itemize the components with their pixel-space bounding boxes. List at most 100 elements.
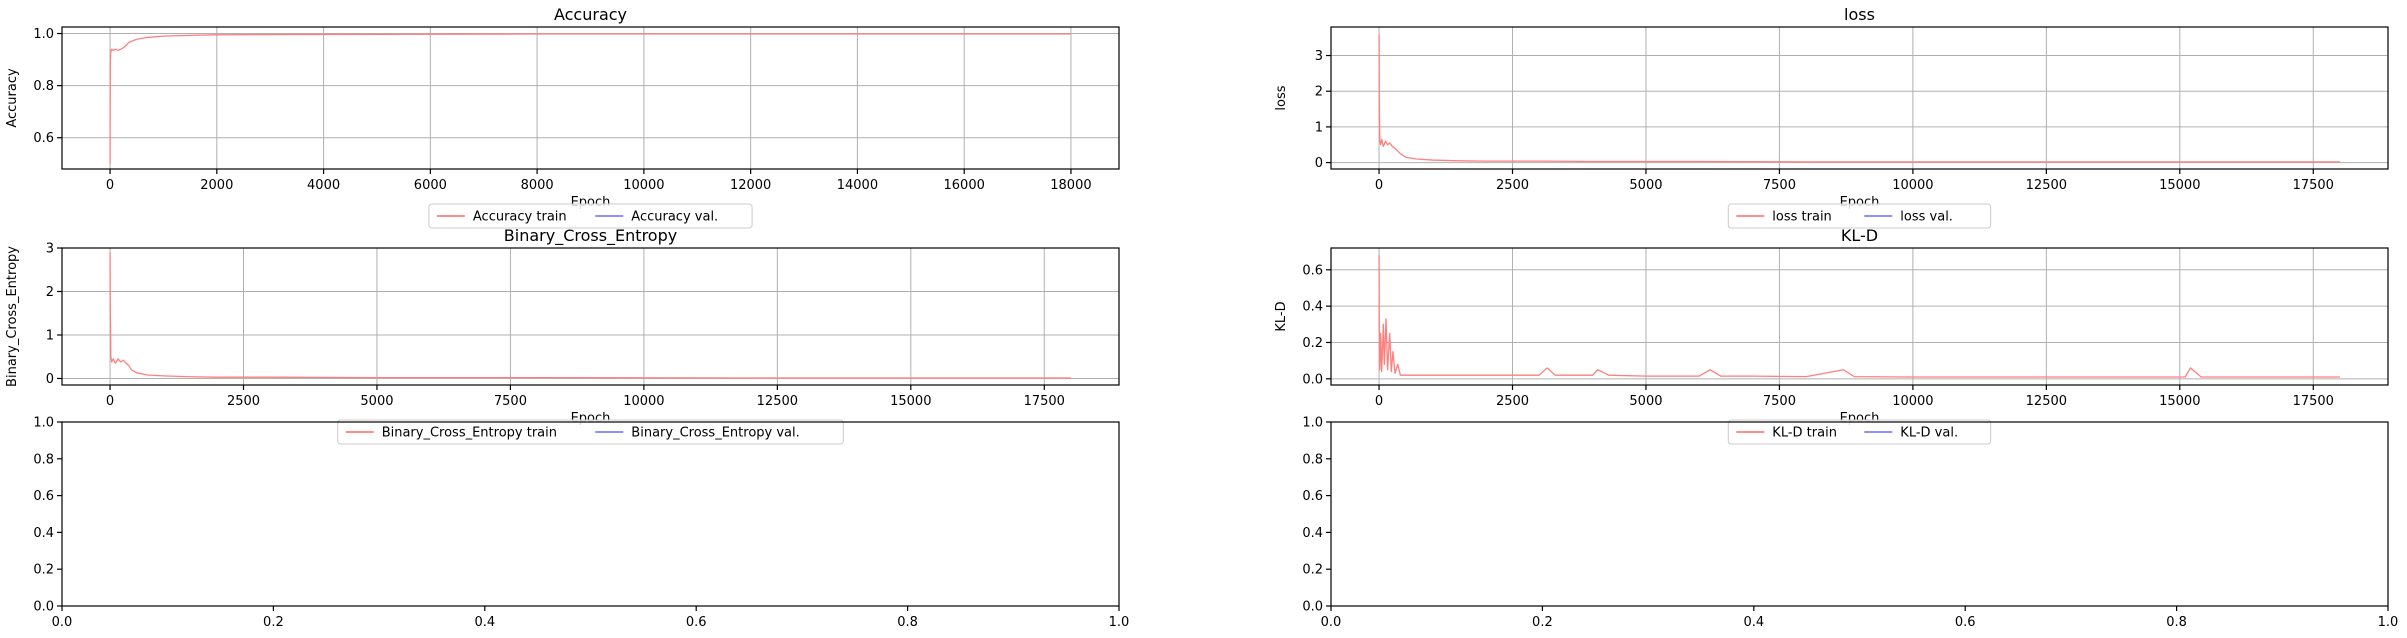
y-tick-label: 0.0 bbox=[1302, 600, 1323, 615]
legend-box bbox=[428, 203, 753, 229]
y-tick-label: 0.4 bbox=[1302, 300, 1323, 315]
x-tick-label: 10000 bbox=[1892, 178, 1933, 193]
x-tick-label: 1.0 bbox=[1109, 615, 1130, 630]
legend-box bbox=[337, 419, 844, 445]
x-tick-label: 10000 bbox=[1892, 394, 1933, 409]
y-axis-label: Binary_Cross_Entropy bbox=[5, 246, 20, 387]
y-axis-label: Accuracy bbox=[5, 68, 20, 128]
legend-label-train: Binary_Cross_Entropy train bbox=[382, 426, 557, 441]
axes-frame bbox=[1330, 247, 2389, 386]
x-tick-label: 0.4 bbox=[1743, 615, 1764, 630]
chart-panel-bce: 0 2500 5000 7500 10000 12500 15000 17500 0 1 2 3 Bin… bbox=[5, 226, 1120, 445]
legend-label-val: loss val. bbox=[1900, 210, 1953, 225]
x-tick-label: 10000 bbox=[623, 178, 664, 193]
y-tick-label: 0.2 bbox=[1302, 563, 1323, 578]
axes-frame bbox=[1330, 26, 2389, 170]
y-tick-label: 0.0 bbox=[33, 600, 54, 615]
legend-box bbox=[1727, 419, 1992, 445]
y-tick-label: 1.0 bbox=[33, 416, 54, 431]
x-tick-label: 2500 bbox=[227, 394, 260, 409]
legend-label-train: KL-D train bbox=[1772, 426, 1837, 441]
x-tick-label: 15000 bbox=[2159, 178, 2200, 193]
x-tick-label: 7500 bbox=[494, 394, 527, 409]
x-tick-label: 5000 bbox=[360, 394, 393, 409]
y-tick-label: 0 bbox=[46, 372, 54, 387]
x-tick-label: 0.6 bbox=[1955, 615, 1976, 630]
y-tick-label: 3 bbox=[46, 242, 54, 257]
y-tick-label: 0.8 bbox=[33, 79, 54, 94]
series-line-train bbox=[109, 33, 1071, 164]
chart-title: loss bbox=[1844, 5, 1875, 24]
y-tick-label: 0.8 bbox=[33, 452, 54, 467]
x-tick-label: 0 bbox=[106, 178, 114, 193]
chart-panel-loss: 0 2500 5000 7500 10000 12500 15000 17500 0 1 2 3 los… bbox=[1274, 5, 2389, 229]
x-tick-label: 2500 bbox=[1496, 178, 1529, 193]
y-tick-label: 0.6 bbox=[33, 489, 54, 504]
x-tick-label: 1.0 bbox=[2378, 615, 2399, 630]
y-tick-label: 1 bbox=[1315, 120, 1323, 135]
x-tick-label: 2500 bbox=[1496, 394, 1529, 409]
x-tick-label: 0.2 bbox=[1532, 615, 1553, 630]
legend: Accuracy train Accuracy val. bbox=[428, 203, 753, 229]
x-tick-label: 0.2 bbox=[263, 615, 284, 630]
x-tick-label: 12500 bbox=[757, 394, 798, 409]
y-tick-label: 0 bbox=[1315, 156, 1323, 171]
y-tick-label: 0.4 bbox=[33, 526, 54, 541]
y-tick-label: 0.6 bbox=[1302, 263, 1323, 278]
legend-box bbox=[1727, 203, 1992, 229]
x-tick-label: 7500 bbox=[1763, 178, 1796, 193]
x-tick-label: 14000 bbox=[837, 178, 878, 193]
y-tick-label: 1 bbox=[46, 328, 54, 343]
x-tick-label: 6000 bbox=[414, 178, 447, 193]
axes-frame bbox=[1330, 421, 2389, 607]
y-tick-label: 0.2 bbox=[1302, 336, 1323, 351]
series-line-train bbox=[1378, 34, 2340, 163]
x-tick-label: 12500 bbox=[2026, 394, 2067, 409]
y-axis-label: KL-D bbox=[1274, 301, 1289, 331]
y-tick-label: 0.6 bbox=[33, 131, 54, 146]
x-tick-label: 0 bbox=[106, 394, 114, 409]
x-tick-label: 16000 bbox=[944, 178, 985, 193]
series-line-train bbox=[109, 252, 1071, 379]
chart-panel-kld: 0 2500 5000 7500 10000 12500 15000 17500 0.0 0.2 0… bbox=[1274, 226, 2389, 445]
legend: Binary_Cross_Entropy train Binary_Cross_E… bbox=[337, 419, 844, 445]
y-tick-label: 0.4 bbox=[1302, 526, 1323, 541]
x-tick-label: 0.4 bbox=[474, 615, 495, 630]
x-tick-label: 15000 bbox=[2159, 394, 2200, 409]
legend: KL-D train KL-D val. bbox=[1727, 419, 1992, 445]
x-tick-label: 12500 bbox=[2026, 178, 2067, 193]
x-tick-label: 5000 bbox=[1629, 178, 1662, 193]
axes-frame bbox=[61, 26, 1120, 170]
x-tick-label: 0 bbox=[1375, 178, 1383, 193]
x-tick-label: 17500 bbox=[2293, 394, 2334, 409]
x-tick-label: 0 bbox=[1375, 394, 1383, 409]
x-tick-label: 0.6 bbox=[686, 615, 707, 630]
y-tick-label: 0.2 bbox=[33, 563, 54, 578]
x-tick-label: 0.0 bbox=[1321, 615, 1342, 630]
y-tick-label: 0.0 bbox=[1302, 372, 1323, 387]
x-tick-label: 0.0 bbox=[52, 615, 73, 630]
chart-title: KL-D bbox=[1841, 226, 1878, 245]
axes-frame bbox=[61, 247, 1120, 386]
chart-panel-accuracy: 0 2000 4000 6000 8000 10000 12000 14000 16000 180… bbox=[5, 5, 1120, 229]
y-tick-label: 2 bbox=[46, 285, 54, 300]
chart-panel-empty-right: 0.0 0.2 0.4 0.6 0.8 1.0 0.0 0.2 0.4 0.6 0.8 1.0 bbox=[1302, 416, 2398, 631]
x-tick-label: 8000 bbox=[521, 178, 554, 193]
y-axis-label: loss bbox=[1274, 85, 1289, 110]
y-tick-label: 0.6 bbox=[1302, 489, 1323, 504]
y-tick-label: 3 bbox=[1315, 49, 1323, 64]
legend-label-train: loss train bbox=[1772, 210, 1832, 225]
x-tick-label: 0.8 bbox=[2166, 615, 2187, 630]
legend-label-train: Accuracy train bbox=[473, 210, 567, 225]
x-tick-label: 5000 bbox=[1629, 394, 1662, 409]
x-tick-label: 17500 bbox=[1024, 394, 1065, 409]
y-tick-label: 1.0 bbox=[33, 27, 54, 42]
x-tick-label: 15000 bbox=[890, 394, 931, 409]
y-tick-label: 1.0 bbox=[1302, 416, 1323, 431]
x-tick-label: 18000 bbox=[1050, 178, 1091, 193]
y-tick-label: 0.8 bbox=[1302, 452, 1323, 467]
x-tick-label: 12000 bbox=[730, 178, 771, 193]
chart-panel-empty-left: 0.0 0.2 0.4 0.6 0.8 1.0 0.0 0.2 0.4 0.6 0.8 1.0 bbox=[33, 416, 1129, 631]
series-line-train bbox=[1378, 255, 2340, 378]
